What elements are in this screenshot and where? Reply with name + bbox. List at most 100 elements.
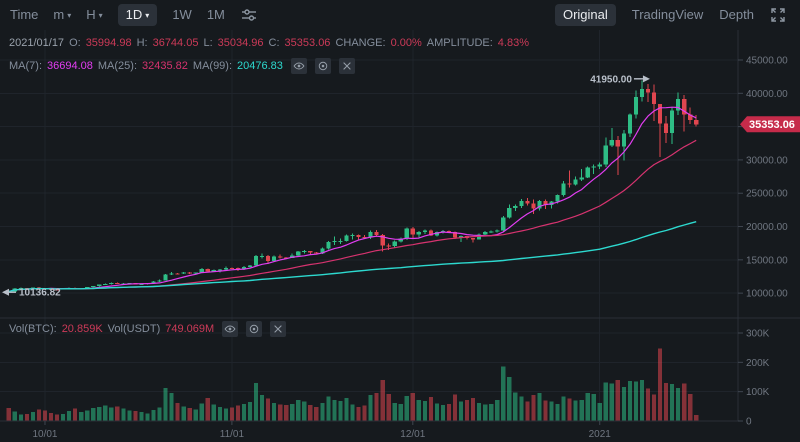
candle-body	[621, 133, 626, 147]
ma-visibility-button[interactable]	[290, 58, 307, 74]
candle-body	[676, 98, 681, 111]
close-icon	[274, 325, 282, 333]
candles	[6, 80, 699, 293]
candle-body	[344, 235, 349, 242]
interval-1d-dropdown[interactable]: 1D ▾	[117, 4, 158, 26]
candle-body	[332, 241, 337, 243]
ma-close-button[interactable]	[338, 58, 355, 74]
volume-bar	[513, 392, 518, 421]
candle-body	[175, 273, 180, 275]
volume-bars	[6, 348, 699, 421]
volume-bar	[464, 399, 470, 421]
candle-body	[199, 268, 204, 273]
volume-bar	[543, 400, 548, 421]
chevron-down-icon: ▾	[67, 11, 72, 20]
candle-body	[513, 205, 518, 208]
candle-body	[428, 230, 433, 236]
interval-1m-button[interactable]: 1M	[206, 7, 225, 22]
ma99-value: 20476.83	[237, 60, 283, 72]
candle-body	[54, 289, 60, 291]
volume-bar	[495, 399, 500, 421]
vol-close-button[interactable]	[270, 321, 287, 337]
time-label[interactable]: Time	[10, 7, 39, 22]
candle-body	[452, 231, 458, 238]
price-axis-label: 25000.00	[746, 189, 788, 200]
volume-bar	[314, 406, 319, 421]
mode-tradingview-button[interactable]: TradingView	[631, 7, 704, 22]
candle-body	[585, 167, 590, 178]
candle-body	[157, 280, 162, 282]
candle-body	[525, 200, 530, 204]
volume-bar	[199, 403, 204, 421]
vol-btc-value: 20.859K	[61, 323, 103, 335]
candle-body	[663, 123, 669, 134]
volume-bar	[259, 395, 265, 421]
volume-bar	[621, 386, 626, 421]
fullscreen-icon[interactable]	[770, 7, 786, 23]
volume-bar	[585, 392, 590, 421]
volume-bar	[157, 407, 162, 421]
volume-bar	[67, 411, 72, 421]
volume-bar	[368, 395, 373, 421]
candle-body	[91, 286, 96, 288]
volume-bar	[247, 402, 253, 421]
volume-bar	[519, 396, 524, 421]
indicator-settings-icon[interactable]	[240, 6, 258, 24]
candle-body	[320, 248, 325, 254]
amplitude-label: AMPLITUDE:	[426, 37, 493, 49]
ma-settings-button[interactable]	[314, 58, 331, 74]
volume-bar	[603, 382, 608, 421]
ma99-line	[8, 221, 697, 293]
candle-body	[356, 235, 361, 238]
volume-bar	[380, 379, 385, 421]
volume-bar	[265, 398, 271, 421]
candle-date: 2021/01/17	[9, 37, 65, 49]
candle-body	[338, 241, 343, 243]
candle-body	[247, 265, 253, 267]
candle-body	[278, 256, 283, 258]
volume-bar	[211, 404, 216, 421]
volume-bar	[121, 408, 126, 421]
candle-body	[615, 139, 620, 147]
mode-depth-button[interactable]: Depth	[719, 7, 754, 22]
vol-settings-button[interactable]	[246, 321, 263, 337]
candle-body	[380, 234, 385, 246]
volume-bar	[615, 379, 620, 421]
volume-bar	[308, 405, 313, 421]
volume-bar	[151, 409, 156, 421]
volume-bar	[48, 412, 54, 421]
interval-minute-dropdown[interactable]: m ▾	[53, 4, 71, 26]
volume-bar	[410, 392, 415, 421]
candle-body	[458, 236, 464, 238]
volume-bar	[6, 408, 11, 421]
volume-bar	[24, 413, 29, 421]
interval-group: Time m ▾ H ▾ 1D ▾ 1W 1M	[0, 4, 258, 26]
vol-visibility-button[interactable]	[222, 321, 239, 337]
volume-bar	[489, 403, 494, 421]
close-icon	[343, 62, 351, 70]
volume-bar	[60, 413, 66, 421]
volume-bar	[501, 366, 506, 421]
candle-body	[30, 287, 36, 289]
interval-1d-label: 1D	[125, 7, 143, 22]
volume-bar	[471, 398, 476, 421]
price-axis-label: 40000.00	[746, 89, 788, 100]
ma-info-row: MA(7): 36694.08 MA(25): 32435.82 MA(99):…	[9, 58, 355, 74]
volume-bar	[115, 406, 120, 421]
ma7-value: 36694.08	[47, 60, 93, 72]
high-label: H:	[136, 37, 148, 49]
candle-body	[579, 177, 584, 180]
candle-body	[392, 241, 397, 246]
mode-original-button[interactable]: Original	[554, 4, 616, 26]
interval-hour-dropdown[interactable]: H ▾	[86, 4, 102, 26]
volume-bar	[253, 382, 259, 421]
last-price-tag	[740, 116, 800, 133]
chart-toolbar: Time m ▾ H ▾ 1D ▾ 1W 1M	[0, 0, 800, 30]
candle-body	[85, 286, 90, 289]
candle-body	[603, 145, 608, 165]
chart-mode-group: Original TradingView Depth	[554, 4, 800, 26]
volume-bar	[573, 400, 578, 421]
interval-1w-button[interactable]: 1W	[172, 7, 192, 22]
candle-body	[657, 104, 663, 124]
